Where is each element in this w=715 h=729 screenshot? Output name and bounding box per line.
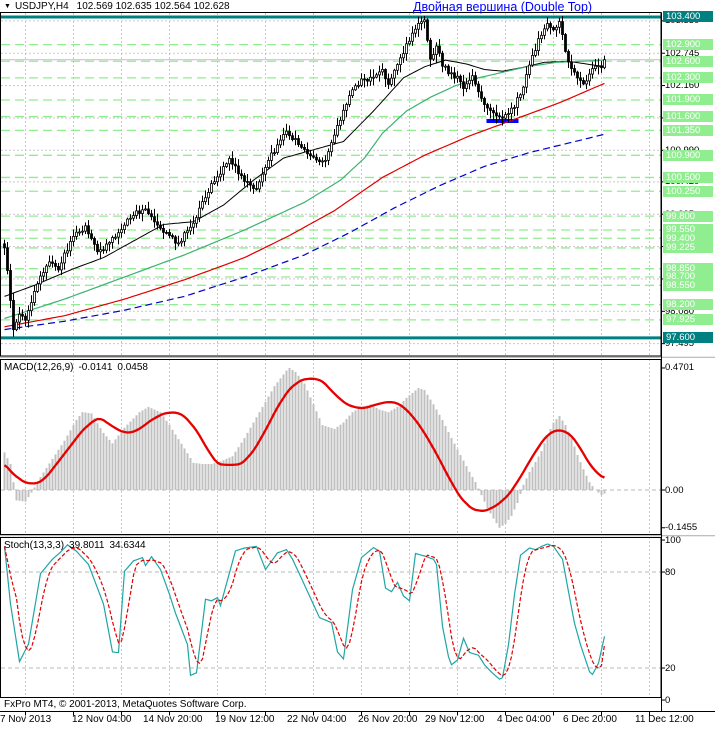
chart-header: ▼ USDJPY,H4 102.569 102.635 102.564 102.62… xyxy=(4,1,230,12)
symbol-dropdown-icon[interactable]: ▼ xyxy=(4,3,11,10)
stoch-panel-label: Stoch(13,3,3) 39.8011 34.6344 xyxy=(4,540,151,551)
pattern-annotation: Двойная вершина (Double Top) xyxy=(413,0,593,14)
stoch-d-value: 34.6344 xyxy=(109,540,146,551)
macd-panel-label: MACD(12,26,9) -0.0141 0.0458 xyxy=(4,362,153,373)
ohlc-values: 102.569 102.635 102.564 102.628 xyxy=(76,1,230,12)
macd-indicator-name: MACD(12,26,9) xyxy=(4,362,74,373)
macd-signal-value: 0.0458 xyxy=(117,362,148,373)
macd-main-value: -0.0141 xyxy=(78,362,113,373)
symbol-period-label: USDJPY,H4 xyxy=(14,1,69,12)
stoch-k-value: 39.8011 xyxy=(69,540,105,551)
copyright-text: FxPro MT4, © 2001-2013, MetaQuotes Softw… xyxy=(4,699,247,710)
stoch-indicator-name: Stoch(13,3,3) xyxy=(4,540,65,551)
